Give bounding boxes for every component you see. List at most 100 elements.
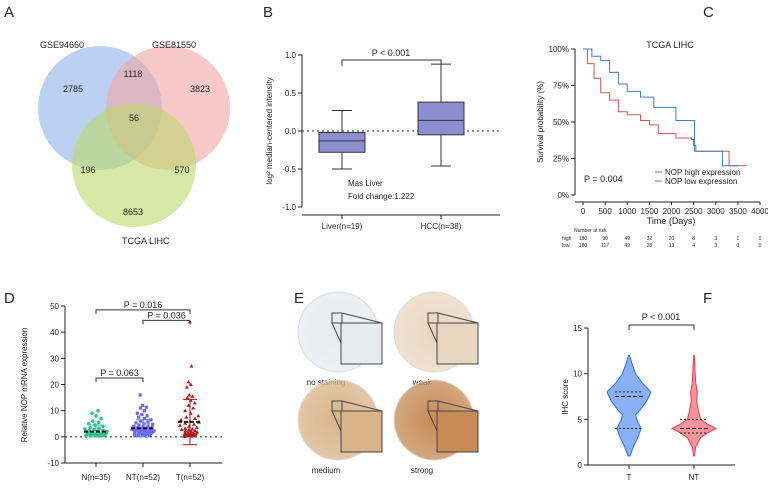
data-point	[142, 409, 146, 413]
data-point	[191, 430, 196, 435]
data-point	[188, 382, 193, 386]
panel-b-boxplot: -1.0 -0.5 0.0 0.5 1.0 log² median-centered in…	[265, 48, 500, 231]
x-tick-label: N(n=35)	[81, 473, 110, 482]
data-point	[190, 394, 195, 398]
risk-table-title: Number at risk	[574, 228, 607, 234]
zoom-connector	[331, 410, 342, 432]
risk-value: 3	[714, 243, 717, 249]
panel-label-b: B	[263, 4, 273, 21]
data-point	[178, 423, 182, 427]
data-point	[99, 416, 103, 421]
y-tick-label: 5	[578, 415, 583, 424]
risk-value: 117	[601, 243, 609, 249]
risk-value: 0	[736, 243, 739, 249]
data-point	[192, 400, 197, 405]
x-tick-label: HCC(n=38)	[421, 222, 462, 231]
risk-value: 180	[579, 243, 588, 249]
y-tick-label: 15	[573, 324, 582, 333]
zoom-box	[331, 400, 343, 412]
p-value: P = 0.036	[147, 310, 186, 320]
y-tick-label: 0	[578, 461, 583, 470]
zoom-connector	[427, 322, 438, 344]
data-point	[140, 412, 144, 417]
y-tick-label: 25%	[553, 155, 569, 164]
legend-label: NOP low expression	[665, 177, 737, 186]
venn-count: 1118	[124, 69, 143, 79]
venn-count: 8653	[123, 207, 143, 217]
ihc-label: medium	[312, 466, 341, 475]
panel-e-ihc: no stainingweakmediumstrong	[297, 291, 479, 475]
panel-d-scatter: -10 0 10 20 30 40 50 Relative NOP mRNA expressi…	[20, 300, 222, 482]
data-point	[183, 421, 187, 425]
y-axis-label: log² median-centered intensity	[265, 77, 274, 184]
violin	[606, 354, 652, 457]
significance-bracket	[142, 319, 191, 325]
significance-bracket	[95, 309, 191, 314]
data-point	[105, 429, 109, 434]
zoom-inset-image	[340, 410, 383, 453]
risk-value: 20	[669, 236, 675, 242]
venn-count: 56	[129, 113, 139, 123]
x-tick-label: 2000	[663, 207, 681, 216]
x-tick-label: 0	[581, 207, 586, 216]
data-point	[133, 434, 137, 438]
significance-bracket	[95, 377, 144, 382]
data-point	[152, 429, 156, 433]
y-tick-label: 0.5	[285, 89, 297, 98]
data-point	[134, 421, 138, 425]
panel-label-f: F	[703, 290, 712, 307]
risk-value: 28	[647, 243, 653, 249]
panel-label-c: C	[703, 4, 714, 21]
data-point	[91, 419, 95, 423]
data-point	[188, 411, 193, 415]
data-point	[141, 403, 145, 408]
y-tick-label: -1.0	[282, 203, 296, 212]
significance-bracket	[341, 59, 442, 66]
risk-value: 32	[647, 236, 653, 242]
venn-label-c: TCGA LIHC	[122, 236, 170, 246]
data-point	[149, 431, 153, 436]
x-tick-label: 500	[598, 207, 612, 216]
venn-label-b: GSE81550	[152, 40, 196, 50]
venn-count: 2785	[63, 84, 83, 94]
risk-value: 8	[692, 236, 695, 242]
risk-row-label: high	[562, 236, 572, 242]
p-value: P = 0.063	[100, 368, 139, 378]
data-point	[96, 420, 101, 425]
y-tick-label: 10	[573, 370, 582, 379]
data-point	[135, 411, 139, 415]
y-axis-label: Survival probability (%)	[536, 81, 545, 163]
legend-label: NOP high expression	[665, 168, 740, 177]
zoom-inset-image	[436, 410, 479, 453]
risk-value: 180	[579, 236, 588, 242]
data-point	[192, 428, 197, 433]
y-tick-label: 50	[50, 302, 59, 311]
risk-value: 0	[759, 243, 762, 249]
data-point	[142, 422, 146, 426]
y-tick-label: 50%	[553, 118, 569, 127]
risk-value: 90	[602, 236, 608, 242]
data-point	[151, 422, 155, 426]
x-tick-label: 1500	[640, 207, 658, 216]
data-point	[144, 405, 148, 409]
data-point	[146, 420, 150, 424]
data-point	[137, 423, 141, 427]
note: Fold change:1.222	[348, 192, 415, 201]
data-point	[92, 427, 96, 432]
risk-value: 13	[669, 243, 675, 249]
x-tick-label: 2500	[685, 207, 703, 216]
data-point	[97, 426, 101, 431]
p-value: P = 0.016	[124, 300, 163, 310]
zoom-connector	[341, 400, 383, 412]
data-point	[182, 434, 187, 438]
zoom-inset-image	[340, 322, 383, 365]
data-point	[183, 429, 188, 433]
x-tick-label: 3500	[729, 207, 747, 216]
zoom-connector	[437, 312, 479, 324]
data-point	[83, 427, 87, 431]
x-tick-label: T	[627, 473, 632, 482]
venn-count: 3823	[190, 84, 210, 94]
note: Mas Liver	[348, 179, 383, 188]
risk-row-label: low	[562, 243, 570, 249]
